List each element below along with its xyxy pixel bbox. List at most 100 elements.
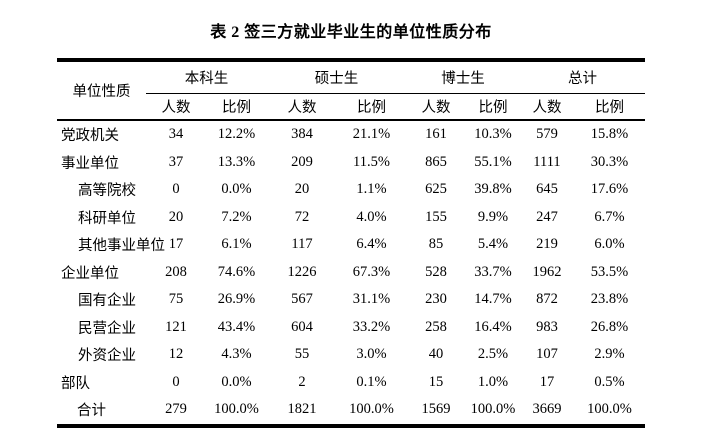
cell-count: 567 bbox=[291, 291, 313, 308]
column-group-total: 总计 bbox=[520, 60, 645, 94]
cell-ratio: 21.1% bbox=[352, 126, 391, 143]
cell-count: 208 bbox=[165, 263, 187, 280]
cell-ratio: 26.9% bbox=[217, 291, 256, 308]
cell-count: 1821 bbox=[287, 401, 317, 418]
cell-ratio: 16.4% bbox=[474, 318, 512, 335]
row-label: 科研单位 bbox=[78, 210, 136, 227]
row-label: 外资企业 bbox=[78, 348, 136, 365]
column-group-row: 单位性质 本科生 硕士生 博士生 总计 bbox=[57, 60, 645, 121]
cell-ratio: 1.0% bbox=[477, 373, 509, 390]
cell-count: 72 bbox=[294, 208, 310, 225]
cell-ratio: 17.6% bbox=[590, 181, 629, 198]
cell-count: 625 bbox=[425, 181, 447, 198]
column-header-unit-type: 单位性质 bbox=[57, 60, 146, 121]
cell-count: 872 bbox=[536, 291, 558, 308]
cell-count: 528 bbox=[425, 263, 447, 280]
cell-ratio: 30.3% bbox=[590, 153, 629, 170]
cell-count: 0 bbox=[172, 373, 180, 390]
column-group-bachelor: 本科生 bbox=[146, 60, 267, 94]
column-header-ratio: 比例 bbox=[574, 93, 645, 121]
cell-ratio: 100.0% bbox=[470, 401, 516, 418]
cell-count: 0 bbox=[172, 181, 180, 198]
cell-ratio: 11.5% bbox=[353, 153, 390, 170]
row-label: 其他事业单位 bbox=[78, 238, 165, 255]
cell-ratio: 43.4% bbox=[217, 318, 256, 335]
cell-ratio: 0.1% bbox=[356, 373, 387, 390]
column-header-count: 人数 bbox=[406, 93, 466, 121]
row-label: 高等院校 bbox=[78, 183, 136, 200]
cell-count: 17 bbox=[168, 236, 184, 253]
column-header-ratio: 比例 bbox=[466, 93, 520, 121]
cell-count: 384 bbox=[291, 126, 313, 143]
table-row: 国有企业 75 26.9% 567 31.1% 230 14.7% 872 23… bbox=[57, 286, 645, 314]
cell-count: 161 bbox=[425, 126, 447, 143]
cell-ratio: 9.9% bbox=[477, 208, 509, 225]
cell-count: 20 bbox=[294, 181, 310, 198]
cell-ratio: 6.7% bbox=[594, 208, 625, 225]
column-group-doctor: 博士生 bbox=[406, 60, 520, 94]
cell-ratio: 0.0% bbox=[221, 181, 252, 198]
cell-ratio: 55.1% bbox=[474, 153, 512, 170]
cell-ratio: 6.4% bbox=[356, 236, 387, 253]
row-label: 合计 bbox=[77, 403, 106, 420]
cell-count: 1569 bbox=[421, 401, 451, 418]
cell-count: 117 bbox=[291, 236, 313, 253]
cell-count: 1962 bbox=[532, 263, 562, 280]
cell-count: 40 bbox=[428, 346, 444, 363]
cell-ratio: 12.2% bbox=[217, 126, 256, 143]
table-row: 合计 279 100.0% 1821 100.0% 1569 100.0% 36… bbox=[57, 396, 645, 426]
cell-ratio: 2.5% bbox=[477, 346, 509, 363]
cell-count: 2 bbox=[298, 373, 306, 390]
row-label: 党政机关 bbox=[61, 128, 119, 145]
cell-ratio: 23.8% bbox=[590, 291, 629, 308]
cell-ratio: 6.1% bbox=[221, 236, 252, 253]
cell-ratio: 100.0% bbox=[214, 401, 259, 418]
cell-count: 1111 bbox=[533, 153, 561, 170]
row-label: 国有企业 bbox=[78, 293, 136, 310]
cell-count: 107 bbox=[536, 346, 558, 363]
cell-ratio: 7.2% bbox=[221, 208, 252, 225]
cell-ratio: 39.8% bbox=[474, 181, 512, 198]
table-row: 高等院校 0 0.0% 20 1.1% 625 39.8% 645 17.6% bbox=[57, 176, 645, 204]
table-header: 单位性质 本科生 硕士生 博士生 总计 人数 比例 人数 比例 人数 比例 人数… bbox=[57, 60, 645, 121]
cell-count: 20 bbox=[168, 208, 184, 225]
table-row: 其他事业单位 17 6.1% 117 6.4% 85 5.4% 219 6.0% bbox=[57, 231, 645, 259]
row-label: 企业单位 bbox=[61, 265, 119, 282]
column-header-count: 人数 bbox=[267, 93, 337, 121]
table-row: 党政机关 34 12.2% 384 21.1% 161 10.3% 579 15… bbox=[57, 120, 645, 149]
column-subheader-row: 人数 比例 人数 比例 人数 比例 人数 比例 bbox=[57, 93, 645, 121]
column-header-ratio: 比例 bbox=[206, 93, 267, 121]
cell-count: 17 bbox=[539, 373, 555, 390]
table-row: 外资企业 12 4.3% 55 3.0% 40 2.5% 107 2.9% bbox=[57, 341, 645, 369]
cell-ratio: 100.0% bbox=[349, 401, 394, 418]
cell-ratio: 5.4% bbox=[477, 236, 509, 253]
cell-count: 37 bbox=[168, 153, 184, 170]
cell-ratio: 3.0% bbox=[356, 346, 387, 363]
table-row: 科研单位 20 7.2% 72 4.0% 155 9.9% 247 6.7% bbox=[57, 204, 645, 232]
cell-ratio: 31.1% bbox=[352, 291, 391, 308]
cell-ratio: 4.3% bbox=[221, 346, 252, 363]
cell-ratio: 15.8% bbox=[590, 126, 629, 143]
cell-count: 645 bbox=[536, 181, 558, 198]
cell-ratio: 10.3% bbox=[474, 126, 512, 143]
row-label: 部队 bbox=[61, 375, 90, 392]
cell-count: 865 bbox=[425, 153, 447, 170]
cell-ratio: 53.5% bbox=[590, 263, 629, 280]
cell-ratio: 14.7% bbox=[474, 291, 512, 308]
cell-count: 247 bbox=[536, 208, 558, 225]
column-header-count: 人数 bbox=[520, 93, 574, 121]
cell-ratio: 2.9% bbox=[594, 346, 625, 363]
cell-count: 121 bbox=[165, 318, 187, 335]
cell-count: 209 bbox=[291, 153, 313, 170]
cell-ratio: 74.6% bbox=[217, 263, 256, 280]
cell-ratio: 0.5% bbox=[594, 373, 625, 390]
cell-ratio: 6.0% bbox=[594, 236, 625, 253]
cell-ratio: 33.2% bbox=[352, 318, 391, 335]
cell-count: 85 bbox=[428, 236, 444, 253]
cell-count: 75 bbox=[168, 291, 184, 308]
table-title: 表 2 签三方就业毕业生的单位性质分布 bbox=[210, 24, 492, 41]
cell-count: 15 bbox=[428, 373, 444, 390]
cell-count: 55 bbox=[294, 346, 310, 363]
table-row: 事业单位 37 13.3% 209 11.5% 865 55.1% 1111 3… bbox=[57, 149, 645, 177]
